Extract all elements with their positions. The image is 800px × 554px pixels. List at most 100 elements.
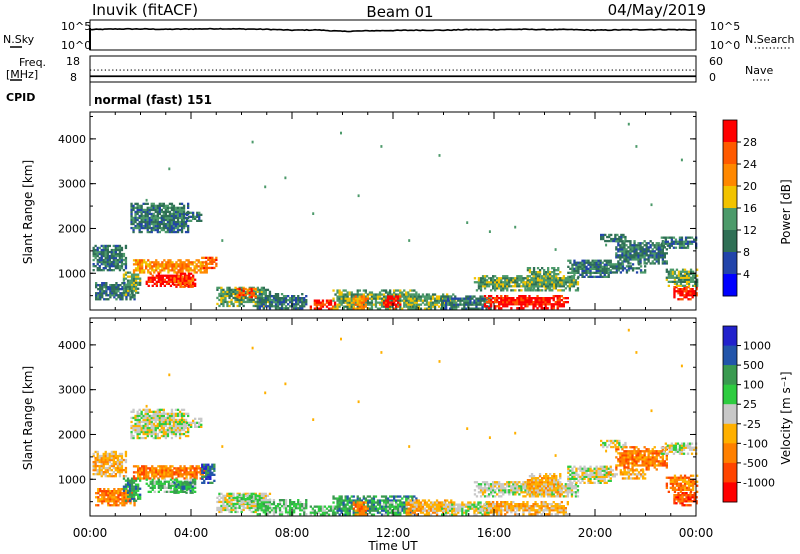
power-cell: [536, 301, 539, 304]
power-cell: [678, 240, 682, 243]
power-cell: [514, 303, 517, 306]
power-cell: [100, 269, 103, 272]
power-sparse-cell: [221, 239, 224, 242]
power-cell: [487, 299, 491, 302]
velocity-cell: [120, 471, 124, 474]
power-cell: [619, 244, 622, 247]
velocity-cell: [170, 420, 174, 424]
power-cell: [581, 261, 584, 264]
power-cell: [146, 218, 149, 222]
power-cell: [167, 276, 171, 279]
power-cell: [183, 277, 186, 280]
velocity-cell: [173, 478, 177, 481]
power-cell: [164, 210, 167, 214]
power-cell: [631, 263, 635, 266]
power-cell: [391, 301, 394, 304]
power-cell: [687, 298, 690, 301]
velocity-cell: [96, 450, 99, 454]
power-cell: [130, 202, 133, 205]
velocity-cell: [158, 412, 161, 415]
power-cell: [534, 301, 537, 304]
power-cell: [177, 271, 180, 274]
power-cell: [518, 303, 521, 306]
power-cell: [483, 285, 487, 288]
velocity-cell: [228, 492, 231, 495]
power-cell: [667, 270, 670, 273]
power-cell: [122, 252, 126, 256]
velocity-cell: [232, 498, 235, 502]
velocity-cell: [97, 490, 100, 493]
power-cell: [518, 295, 521, 298]
power-cell: [574, 283, 578, 286]
velocity-cell: [224, 496, 227, 499]
power-cell: [166, 206, 170, 209]
power-cell: [522, 277, 525, 280]
power-cell: [534, 281, 538, 284]
power-cell: [157, 272, 160, 275]
power-cell: [407, 307, 410, 310]
power-cell: [166, 208, 170, 212]
velocity-cell: [98, 473, 101, 476]
power-cell: [106, 260, 109, 264]
velocity-cell: [175, 487, 178, 490]
power-cell: [564, 297, 567, 300]
power-cell: [364, 301, 367, 304]
power-cell: [94, 265, 97, 268]
power-cell: [244, 296, 247, 300]
power-cell: [152, 214, 155, 218]
power-cell: [666, 240, 669, 243]
velocity-cell: [157, 490, 160, 493]
power-cell: [395, 295, 398, 298]
velocity-cell: [132, 477, 136, 480]
power-cell: [191, 279, 194, 282]
velocity-cell: [120, 466, 124, 470]
velocity-cell: [185, 471, 188, 474]
velocity-cell: [114, 462, 117, 466]
power-cell: [522, 283, 525, 286]
power-cell: [449, 307, 452, 310]
velocity-cell: [176, 420, 180, 424]
power-cell: [121, 298, 124, 301]
power-cell: [197, 259, 200, 262]
power-cell: [651, 260, 654, 263]
velocity-cell: [164, 436, 167, 440]
velocity-cell: [139, 473, 142, 476]
velocity-cell: [100, 460, 103, 464]
power-cell: [362, 299, 365, 302]
power-cell: [386, 303, 390, 306]
power-cell: [544, 303, 547, 306]
velocity-cell: [128, 479, 132, 482]
power-cell: [165, 265, 168, 268]
power-cell: [413, 297, 416, 300]
power-cell: [313, 303, 316, 306]
power-cell: [532, 297, 535, 300]
power-cell: [189, 261, 192, 264]
power-cell: [346, 299, 349, 302]
power-cell: [597, 261, 600, 264]
power-cell: [621, 252, 624, 255]
power-cell: [173, 267, 176, 270]
velocity-cell: [149, 482, 152, 485]
power-cell: [137, 261, 140, 264]
power-cell: [530, 289, 534, 292]
velocity-cell: [174, 408, 178, 411]
power-cell: [530, 281, 534, 284]
power-cell: [346, 295, 349, 298]
power-cell: [558, 301, 561, 304]
power-cell: [104, 265, 107, 268]
velocity-cell: [192, 421, 195, 424]
frequency-panel-frame: [89, 55, 697, 83]
power-cell: [110, 250, 113, 254]
power-cell: [126, 279, 130, 282]
power-cell: [260, 301, 263, 304]
power-cell: [613, 267, 616, 270]
power-cell: [564, 287, 567, 290]
velocity-cell: [126, 477, 130, 480]
power-cell: [502, 305, 505, 308]
power-cell: [276, 305, 280, 308]
power-cell: [465, 295, 468, 298]
velocity-cell: [160, 412, 163, 415]
velocity-cell: [155, 475, 158, 478]
power-cell: [211, 262, 214, 265]
power-cell: [568, 281, 571, 284]
